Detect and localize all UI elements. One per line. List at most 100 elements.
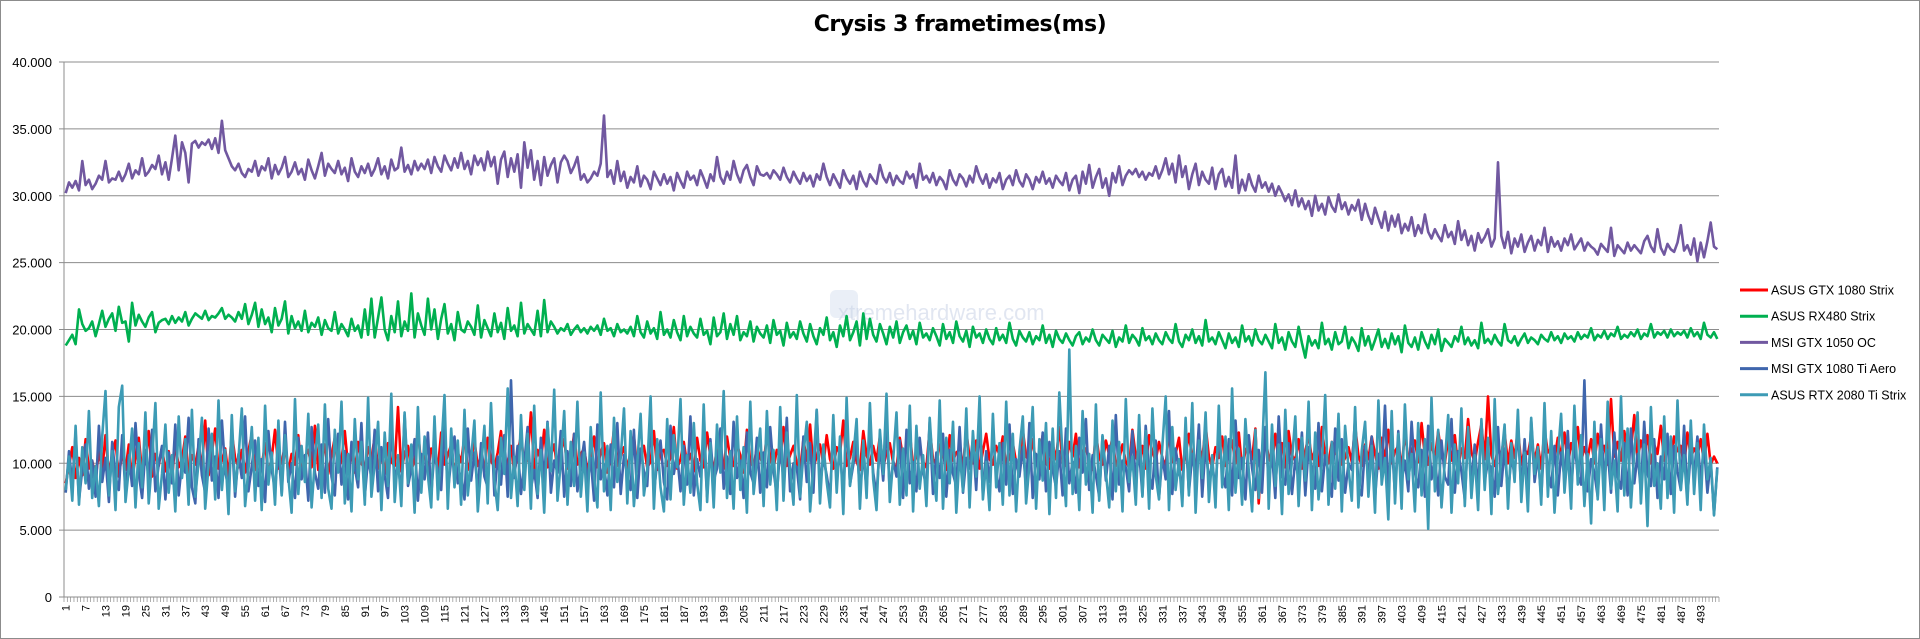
x-tick-label: 415 — [1437, 605, 1449, 623]
x-tick-label: 253 — [898, 605, 910, 623]
x-tick-label: 271 — [958, 605, 970, 623]
x-tick-label: 277 — [978, 605, 990, 623]
x-tick-label: 367 — [1277, 605, 1289, 623]
x-tick-label: 433 — [1496, 605, 1508, 623]
x-tick-label: 343 — [1197, 605, 1209, 623]
x-tick-label: 379 — [1317, 605, 1329, 623]
x-tick-label: 385 — [1337, 605, 1349, 623]
x-tick-label: 145 — [539, 605, 551, 623]
watermark-logo-icon — [830, 290, 858, 318]
x-tick-label: 91 — [360, 605, 372, 617]
y-tick-label: 25.000 — [12, 256, 52, 271]
x-tick-label: 445 — [1536, 605, 1548, 623]
x-tick-label: 61 — [260, 605, 272, 617]
x-tick-label: 49 — [220, 605, 232, 617]
x-tick-label: 37 — [180, 605, 192, 617]
x-tick-label: 73 — [300, 605, 312, 617]
x-tick-label: 307 — [1078, 605, 1090, 623]
x-tick-label: 475 — [1636, 605, 1648, 623]
x-tick-label: 193 — [699, 605, 711, 623]
x-tick-label: 295 — [1038, 605, 1050, 623]
x-tick-label: 175 — [639, 605, 651, 623]
x-tick-label: 127 — [479, 605, 491, 623]
x-tick-label: 187 — [679, 605, 691, 623]
x-tick-label: 283 — [998, 605, 1010, 623]
x-tick-label: 103 — [400, 605, 412, 623]
x-tick-label: 31 — [160, 605, 172, 617]
x-tick-label: 487 — [1676, 605, 1688, 623]
x-tick-label: 19 — [120, 605, 132, 617]
y-tick-label: 40.000 — [12, 55, 52, 70]
x-tick-label: 289 — [1018, 605, 1030, 623]
x-tick-label: 169 — [619, 605, 631, 623]
x-tick-label: 259 — [918, 605, 930, 623]
x-tick-label: 7 — [81, 605, 93, 611]
series-line-msi-gtx-1050-oc — [64, 114, 1719, 263]
y-tick-label: 5.000 — [19, 523, 52, 538]
x-tick-label: 331 — [1157, 605, 1169, 623]
x-tick-label: 13 — [101, 605, 113, 617]
x-tick-label: 199 — [719, 605, 731, 623]
x-tick-label: 25 — [140, 605, 152, 617]
x-tick-label: 439 — [1516, 605, 1528, 623]
x-tick-label: 319 — [1117, 605, 1129, 623]
x-tick-label: 493 — [1696, 605, 1708, 623]
x-tick-label: 463 — [1596, 605, 1608, 623]
y-tick-label: 10.000 — [12, 456, 52, 471]
x-tick-label: 139 — [519, 605, 531, 623]
legend-entry: ASUS RTX 2080 Ti Strix — [1771, 388, 1907, 402]
x-tick-label: 451 — [1556, 605, 1568, 623]
x-tick-label: 79 — [320, 605, 332, 617]
y-tick-label: 35.000 — [12, 122, 52, 137]
x-tick-label: 55 — [240, 605, 252, 617]
x-tick-label: 313 — [1098, 605, 1110, 623]
legend-entry: ASUS GTX 1080 Strix — [1771, 284, 1895, 298]
x-tick-label: 121 — [459, 605, 471, 623]
x-tick-label: 151 — [559, 605, 571, 623]
x-tick-label: 97 — [380, 605, 392, 617]
x-tick-label: 241 — [858, 605, 870, 623]
x-tick-label: 427 — [1476, 605, 1488, 623]
chart-title: Crysis 3 frametimes(ms) — [813, 12, 1107, 37]
x-tick-label: 1 — [61, 605, 73, 611]
x-tick-label: 373 — [1297, 605, 1309, 623]
x-tick-label: 355 — [1237, 605, 1249, 623]
x-tick-label: 481 — [1656, 605, 1668, 623]
x-tick-label: 469 — [1616, 605, 1628, 623]
x-tick-label: 349 — [1217, 605, 1229, 623]
x-tick-label: 85 — [340, 605, 352, 617]
x-tick-label: 43 — [200, 605, 212, 617]
y-tick-label: 30.000 — [12, 189, 52, 204]
x-tick-label: 421 — [1456, 605, 1468, 623]
watermark: xtremehardware.com — [838, 300, 1045, 325]
x-tick-label: 457 — [1576, 605, 1588, 623]
legend-entry: MSI GTX 1080 Ti Aero — [1771, 362, 1896, 376]
x-tick-label: 115 — [440, 605, 452, 623]
x-tick-label: 409 — [1417, 605, 1429, 623]
x-tick-label: 157 — [579, 605, 591, 623]
x-tick-label: 109 — [420, 605, 432, 623]
x-tick-label: 391 — [1357, 605, 1369, 623]
x-tick-label: 397 — [1377, 605, 1389, 623]
x-tick-label: 217 — [778, 605, 790, 623]
series-line-asus-rtx-2080-ti-strix — [64, 348, 1719, 531]
x-tick-label: 181 — [659, 605, 671, 623]
x-tick-label: 229 — [818, 605, 830, 623]
x-tick-label: 361 — [1257, 605, 1269, 623]
y-tick-label: 20.000 — [12, 323, 52, 338]
x-tick-label: 133 — [499, 605, 511, 623]
legend-entry: ASUS RX480 Strix — [1771, 310, 1876, 324]
x-tick-label: 265 — [938, 605, 950, 623]
x-tick-label: 247 — [878, 605, 890, 623]
x-tick-label: 325 — [1137, 605, 1149, 623]
series-line-asus-rx480-strix — [64, 292, 1719, 359]
x-tick-label: 403 — [1397, 605, 1409, 623]
x-tick-label: 301 — [1058, 605, 1070, 623]
x-tick-label: 235 — [838, 605, 850, 623]
y-tick-label: 15.000 — [12, 389, 52, 404]
x-tick-label: 67 — [280, 605, 292, 617]
y-tick-label: 0 — [45, 590, 52, 605]
x-tick-label: 163 — [599, 605, 611, 623]
x-tick-label: 211 — [759, 605, 771, 623]
